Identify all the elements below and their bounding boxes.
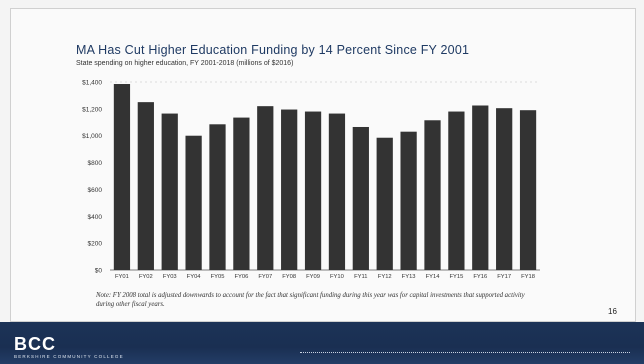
x-tick-label: FY08	[282, 274, 296, 280]
bar	[352, 126, 369, 270]
bar	[304, 111, 322, 270]
chart-title: MA Has Cut Higher Education Funding by 1…	[76, 43, 470, 57]
bar-chart: $0 $200 $400 $600 $800 $1,000 $1,200 $1,400 FY01…	[82, 80, 540, 280]
footer-bar	[0, 322, 644, 364]
y-tick-label: $400	[88, 214, 103, 221]
bar	[161, 113, 178, 270]
y-tick-label: $600	[88, 187, 103, 194]
y-tick-label: $0	[95, 268, 103, 275]
x-tick-label: FY15	[449, 274, 463, 280]
chart-subtitle: State spending on higher education, FY 2…	[76, 60, 294, 67]
bar	[472, 105, 489, 270]
footer-divider	[300, 352, 630, 354]
bar	[113, 84, 131, 270]
x-tick-label: FY09	[306, 274, 320, 280]
x-tick-label: FY04	[187, 274, 202, 280]
x-tick-label: FY01	[115, 274, 129, 280]
bar	[400, 131, 417, 270]
bar	[209, 124, 226, 270]
chart-footnote: Note: FY 2008 total is adjusted downward…	[96, 292, 525, 308]
y-tick-label: $1,400	[82, 80, 102, 87]
x-tick-label: FY18	[521, 274, 535, 280]
page-number: 16	[608, 307, 617, 316]
bar	[257, 106, 274, 270]
y-tick-label: $200	[88, 241, 103, 248]
bar	[519, 110, 537, 270]
x-tick-label: FY10	[330, 274, 344, 280]
bar	[448, 111, 465, 270]
bar	[424, 120, 441, 270]
bar	[328, 113, 346, 270]
x-tick-label: FY06	[234, 274, 248, 280]
bar	[233, 117, 250, 270]
bar	[496, 108, 513, 270]
x-tick-label: FY17	[497, 274, 511, 280]
y-tick-label: $1,000	[82, 133, 102, 140]
y-tick-label: $1,200	[82, 106, 102, 113]
footer-logo: BCC	[14, 334, 56, 354]
bar	[281, 109, 298, 271]
footer-tagline: BERKSHIRE COMMUNITY COLLEGE	[14, 354, 124, 359]
x-tick-label: FY12	[378, 274, 392, 280]
x-tick-label: FY07	[258, 274, 272, 280]
x-tick-label: FY13	[402, 274, 416, 280]
bar	[376, 137, 393, 270]
x-tick-label: FY03	[163, 274, 177, 280]
x-tick-label: FY14	[426, 274, 441, 280]
x-tick-label: FY02	[139, 274, 153, 280]
x-tick-label: FY16	[473, 274, 487, 280]
bar	[185, 135, 202, 270]
x-tick-label: FY11	[354, 274, 367, 280]
bar	[137, 102, 154, 270]
y-tick-label: $800	[88, 160, 103, 167]
x-tick-label: FY05	[211, 274, 225, 280]
